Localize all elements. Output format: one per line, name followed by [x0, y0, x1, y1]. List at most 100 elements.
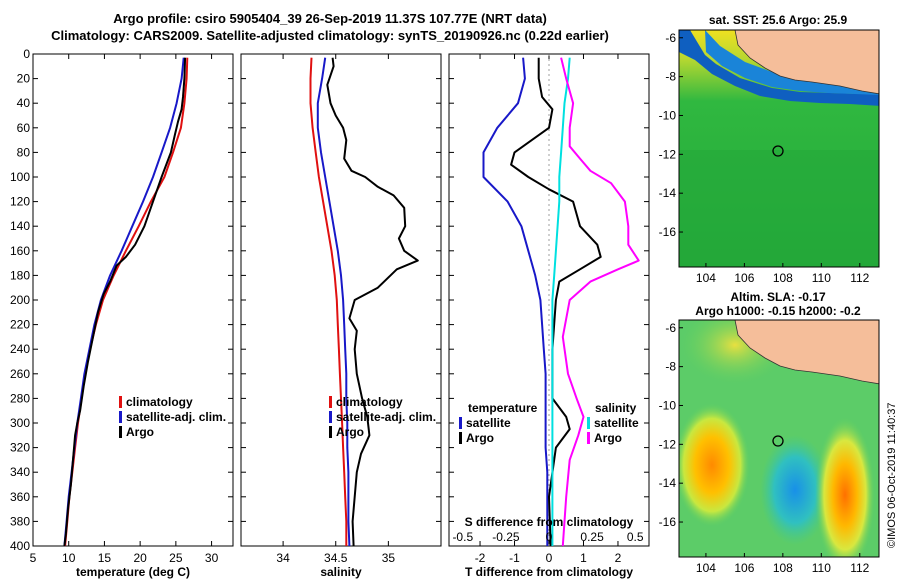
x-tick-label: 5: [30, 551, 37, 565]
x-tick-label: 20: [133, 551, 147, 565]
x-tick-label: 10: [62, 551, 76, 565]
map-x-tick-label: 112: [850, 561, 869, 575]
legend-swatch: [119, 426, 122, 438]
map-y-tick-label: -16: [659, 515, 677, 529]
map-x-tick-label: 108: [773, 271, 793, 285]
salinity-climatology-line: [309, 57, 348, 546]
salinity-plot-frame: [240, 53, 442, 547]
argo-float-marker: [772, 435, 784, 447]
legend-label: satellite: [466, 416, 511, 430]
sst-field-south: [679, 150, 879, 267]
s-difference-tick-label: 0.5: [627, 530, 644, 544]
legend-swatch: [329, 411, 332, 423]
sla-eddy-west: [679, 403, 750, 527]
sla-map: Altim. SLA: -0.17 Argo h1000: -0.15 h200…: [659, 290, 880, 575]
x-tick-label: 34: [276, 551, 290, 565]
sst-map-frame: [678, 29, 880, 268]
sst-map-title: sat. SST: 25.6 Argo: 25.9: [709, 13, 848, 27]
legend-swatch: [587, 432, 590, 444]
temperature-plot-frame: [32, 53, 234, 547]
salinity-panel: 34 34.5 35 salinity climatologysatellite-adj…: [240, 53, 442, 579]
figure-title-line1: Argo profile: csiro 5905404_39 26-Sep-20…: [113, 11, 547, 26]
imos-timestamp: ©IMOS 06-Oct-2019 11:40:37: [886, 403, 898, 548]
differences-temperature-satellite-line: [482, 57, 549, 546]
x-tick-label: 25: [169, 551, 183, 565]
legend-temperature-title: temperature: [468, 401, 538, 415]
legend-label: satellite: [594, 416, 639, 430]
sst-map: sat. SST: 25.6 Argo: 25.9 104 106 108 110 11…: [659, 13, 880, 285]
s-difference-axis-label: S difference from climatology: [465, 515, 634, 529]
legend-label: climatology: [336, 395, 403, 409]
legend-salinity-title: salinity: [595, 401, 637, 415]
y-tick-label: 300: [10, 416, 30, 430]
x-tick-label: 34.5: [324, 551, 348, 565]
map-y-tick-label: -8: [665, 360, 676, 374]
temperature-panel: 0 20 40 60 80 100 120 140 160 180 200 220 240 260 280 3…: [10, 47, 234, 579]
x-tick-label: 1: [580, 551, 587, 565]
sla-map-title: Altim. SLA: -0.17: [730, 290, 826, 304]
y-tick-label: 100: [10, 170, 30, 184]
legend-swatch: [587, 417, 590, 429]
legend-label: satellite-adj. clim.: [126, 410, 226, 424]
salinity-satellite-adj-clim--line: [316, 57, 351, 547]
figure-title-line2: Climatology: CARS2009. Satellite-adjuste…: [51, 28, 609, 43]
coastal-band: [705, 30, 879, 95]
map-y-tick-label: -6: [665, 31, 676, 45]
legend-label: Argo: [594, 431, 622, 445]
x-tick-label: -2: [475, 551, 486, 565]
s-difference-tick-label: -0.5: [452, 530, 473, 544]
differences-x-axis-label: T difference from climatology: [465, 565, 633, 579]
java-land: [734, 320, 879, 385]
legend-label: Argo: [466, 431, 494, 445]
x-tick-label: 35: [382, 551, 396, 565]
y-tick-label: 160: [10, 244, 30, 258]
x-tick-label: 2: [615, 551, 622, 565]
y-tick-label: 400: [10, 539, 30, 553]
x-tick-label: 15: [98, 551, 112, 565]
salinity-argo-line: [326, 57, 419, 547]
legend-label: climatology: [126, 395, 193, 409]
temperature-argo-line: [63, 57, 187, 547]
legend-swatch: [329, 426, 332, 438]
sla-map-frame: [678, 319, 880, 558]
legend-label: satellite-adj. clim.: [336, 410, 436, 424]
y-tick-label: 20: [17, 72, 31, 86]
y-tick-label: 180: [10, 268, 30, 282]
map-y-tick-label: -16: [659, 225, 677, 239]
sla-eddy-east: [815, 417, 875, 557]
map-y-tick-label: -14: [659, 186, 677, 200]
y-tick-label: 80: [17, 145, 31, 159]
y-tick-label: 280: [10, 391, 30, 405]
legend-swatch: [119, 411, 122, 423]
map-x-tick-label: 106: [734, 561, 754, 575]
s-difference-tick-label: 0.25: [580, 530, 604, 544]
map-y-tick-label: -8: [665, 70, 676, 84]
legend-label: Argo: [336, 425, 364, 439]
legend-swatch: [119, 396, 122, 408]
map-x-tick-label: 110: [812, 271, 831, 285]
differences-temperature-argo-line: [510, 57, 602, 547]
x-tick-label: 30: [205, 551, 219, 565]
y-tick-label: 0: [23, 47, 30, 61]
sla-map-subtitle: Argo h1000: -0.15 h2000: -0.2: [695, 304, 861, 318]
s-difference-tick-label: -0.25: [492, 530, 520, 544]
y-tick-label: 120: [10, 195, 30, 209]
x-tick-label: 0: [546, 551, 553, 565]
temperature-x-axis-label: temperature (deg C): [76, 565, 190, 579]
map-x-tick-label: 104: [696, 561, 716, 575]
map-x-tick-label: 110: [812, 561, 831, 575]
y-tick-label: 60: [17, 121, 31, 135]
differences-panel: -2 -1 0 1 2T difference from climatology temp…: [448, 53, 650, 579]
y-tick-label: 220: [10, 318, 30, 332]
y-tick-label: 240: [10, 342, 30, 356]
argo-float-marker: [772, 145, 784, 157]
sla-map-axes: 104 106 108 110 112 -6 -8 -10 -12 -14 -16: [659, 321, 870, 575]
map-x-tick-label: 108: [773, 561, 793, 575]
salinity-x-axis-label: salinity: [320, 565, 362, 579]
s-difference-tick-label: 0: [546, 530, 553, 544]
map-x-tick-label: 106: [734, 271, 754, 285]
legend-label: Argo: [126, 425, 154, 439]
map-y-tick-label: -10: [659, 398, 677, 412]
sla-eddy-cyclonic: [760, 435, 830, 545]
